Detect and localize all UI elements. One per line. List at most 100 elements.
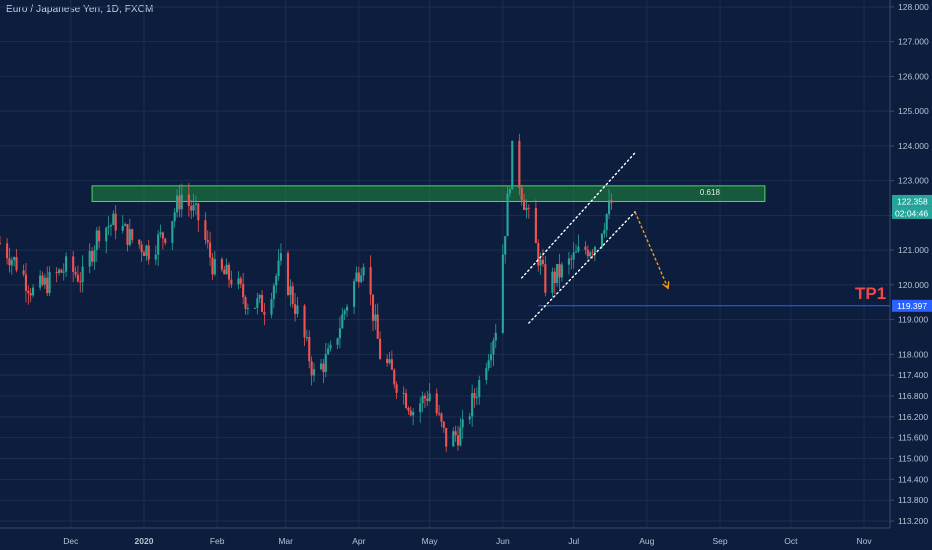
candle-body <box>504 236 507 255</box>
candle-body <box>244 297 247 309</box>
candle-body <box>419 403 422 413</box>
candle <box>504 236 507 264</box>
candle <box>419 397 422 423</box>
candle <box>506 185 509 237</box>
x-axis-bg <box>0 528 932 550</box>
candle-body <box>560 264 563 278</box>
candle <box>107 215 110 235</box>
candle-body <box>253 307 257 309</box>
candle-body <box>275 276 278 286</box>
candle-body <box>435 393 438 414</box>
candle-body <box>395 384 398 393</box>
candle <box>24 263 28 303</box>
candle <box>178 184 181 218</box>
candle-body <box>256 298 259 308</box>
candle <box>608 188 611 220</box>
candle-body <box>124 224 127 226</box>
candle <box>589 250 592 258</box>
candle <box>341 307 344 329</box>
candle <box>438 405 441 416</box>
candle <box>489 342 493 368</box>
candle <box>98 226 101 249</box>
candle <box>553 267 556 295</box>
y-tick-label: 127.000 <box>898 37 929 47</box>
candle <box>253 307 257 310</box>
candle-body <box>388 359 391 364</box>
candle <box>393 368 396 389</box>
overlays: TP1 <box>521 152 890 324</box>
candle-body <box>506 193 509 237</box>
candle-body <box>487 360 490 369</box>
candle-body <box>159 232 162 235</box>
candle-body <box>421 395 424 404</box>
candle <box>60 268 63 274</box>
resistance-zone-rect[interactable] <box>91 185 766 202</box>
x-tick-label: 2020 <box>135 536 154 546</box>
candle-body <box>74 272 77 275</box>
candle <box>327 343 330 356</box>
candle-body <box>336 338 339 345</box>
x-tick-label: Sep <box>712 536 727 546</box>
candle-body <box>204 220 207 240</box>
candle <box>76 265 79 283</box>
candle <box>105 226 108 254</box>
candle <box>29 287 32 303</box>
candle-body <box>175 195 179 213</box>
candle-body <box>518 140 521 188</box>
candle-body <box>145 245 148 256</box>
candle <box>291 282 294 309</box>
candle <box>0 236 2 245</box>
candle <box>355 266 358 283</box>
candle <box>322 358 325 384</box>
candle-body <box>296 305 299 314</box>
candle <box>475 387 478 406</box>
candle <box>558 253 561 290</box>
candle <box>395 381 398 399</box>
candle-body <box>57 269 61 273</box>
candle-body <box>591 252 594 254</box>
candle-body <box>473 393 476 399</box>
candle-body <box>345 306 349 311</box>
candle <box>258 293 261 304</box>
candle <box>338 316 342 349</box>
candle-body <box>112 213 115 226</box>
candle-body <box>55 272 58 274</box>
candle <box>279 243 282 266</box>
candle-body <box>13 257 16 261</box>
y-tick-label: 116.800 <box>898 391 928 401</box>
candle <box>72 251 75 283</box>
candle-body <box>537 243 540 266</box>
x-tick-label: Mar <box>278 536 293 546</box>
candle <box>147 239 150 265</box>
candle-body <box>478 379 481 398</box>
candle <box>43 273 46 289</box>
channel-lower-line[interactable] <box>528 211 636 324</box>
y-axis-bg <box>890 0 932 550</box>
candle <box>456 425 460 451</box>
candle-body <box>492 340 495 355</box>
y-tick-label: 125.000 <box>898 106 929 116</box>
candle <box>244 295 247 315</box>
candle <box>523 193 526 211</box>
y-tick-label: 118.000 <box>898 349 928 359</box>
candle <box>534 199 537 244</box>
candle-body <box>131 229 134 240</box>
candle-body <box>93 250 96 262</box>
candle <box>286 250 290 297</box>
y-tick-label: 126.000 <box>898 71 929 81</box>
candle-body <box>105 227 108 242</box>
candle <box>518 133 521 196</box>
candle <box>237 271 240 290</box>
candle-body <box>263 311 266 315</box>
candle-body <box>485 368 488 380</box>
candle-body <box>310 361 313 376</box>
candle <box>473 388 476 408</box>
candle-body <box>246 308 249 310</box>
projection-arrow[interactable] <box>634 211 669 289</box>
candle-body <box>324 354 327 372</box>
channel-upper-line[interactable] <box>521 152 636 279</box>
candle-body <box>468 416 471 420</box>
candle <box>360 268 363 284</box>
